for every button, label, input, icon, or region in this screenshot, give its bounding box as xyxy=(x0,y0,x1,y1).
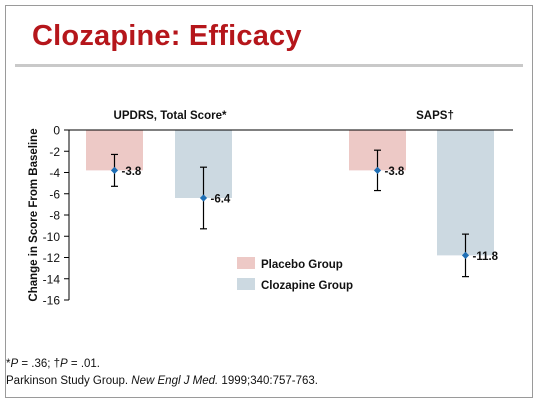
data-label: -3.8 xyxy=(385,166,405,178)
y-tick-label: -16 xyxy=(43,294,61,308)
data-label: -11.8 xyxy=(473,251,499,263)
y-tick-label: -12 xyxy=(43,251,61,265)
y-tick-label: -10 xyxy=(43,230,61,244)
footnote-p1-prefix: * xyxy=(6,358,11,370)
footnote-p1-value: = .36; xyxy=(18,358,54,370)
y-axis-label: Change in Score From Baseline xyxy=(28,128,40,301)
data-point-marker xyxy=(461,251,470,259)
y-tick-label: -8 xyxy=(49,209,60,223)
legend-swatch xyxy=(237,278,255,290)
y-tick-label: -2 xyxy=(49,145,60,159)
footnote-p2-value: = .01. xyxy=(67,358,101,370)
legend-swatch xyxy=(237,257,255,269)
y-tick-label: -4 xyxy=(49,166,60,180)
group-label: UPDRS, Total Score* xyxy=(114,110,227,122)
data-point-marker xyxy=(110,166,119,174)
y-tick-label: 0 xyxy=(53,124,60,138)
legend-label: Placebo Group xyxy=(261,259,343,271)
data-point-marker xyxy=(373,166,382,174)
citation-author: Parkinson Study Group. xyxy=(6,375,132,387)
y-tick-label: -6 xyxy=(49,187,60,201)
footnote-p2-prefix: † xyxy=(53,358,61,370)
footnote-p1-label: P xyxy=(10,358,19,370)
legend-label: Clozapine Group xyxy=(261,280,353,292)
slide-title: Clozapine: Efficacy xyxy=(32,20,302,52)
y-tick-label: -14 xyxy=(43,272,61,286)
footnote-citation: Parkinson Study Group. New Engl J Med. 1… xyxy=(6,375,318,387)
citation-details: 1999;340:757-763. xyxy=(218,375,318,387)
footnote-p2-label: P xyxy=(60,358,68,370)
citation-journal: New Engl J Med. xyxy=(131,375,219,387)
data-point-marker xyxy=(199,194,208,202)
footnote-significance: *P = .36; †P = .01. xyxy=(6,358,100,370)
data-label: -6.4 xyxy=(211,194,231,206)
data-label: -3.8 xyxy=(122,166,142,178)
title-divider xyxy=(15,64,523,67)
group-label: SAPS† xyxy=(416,110,454,122)
